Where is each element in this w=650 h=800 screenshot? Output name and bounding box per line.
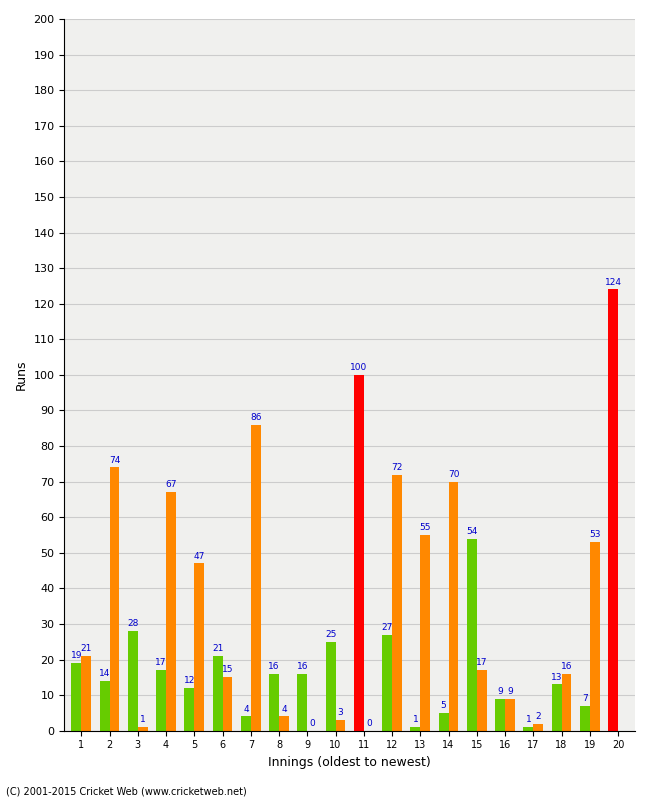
Text: 72: 72 <box>391 462 403 472</box>
Bar <box>533 724 543 730</box>
Bar <box>138 727 148 730</box>
Text: 7: 7 <box>582 694 588 703</box>
Text: 4: 4 <box>281 705 287 714</box>
Text: 5: 5 <box>441 701 447 710</box>
Bar <box>166 492 176 730</box>
Text: 25: 25 <box>325 630 336 639</box>
Text: 53: 53 <box>589 530 601 539</box>
Bar <box>222 678 233 730</box>
Text: 17: 17 <box>476 658 488 667</box>
Text: 1: 1 <box>525 715 531 724</box>
Text: 86: 86 <box>250 413 261 422</box>
Text: 16: 16 <box>268 662 280 671</box>
Text: 55: 55 <box>419 523 431 532</box>
Bar <box>421 535 430 730</box>
Bar <box>279 717 289 730</box>
Bar <box>269 674 279 730</box>
Bar <box>354 375 364 730</box>
Text: 54: 54 <box>466 526 478 536</box>
Bar <box>335 720 345 730</box>
Text: 28: 28 <box>127 619 138 628</box>
Text: 3: 3 <box>337 708 343 717</box>
Text: 16: 16 <box>296 662 308 671</box>
Bar <box>477 670 487 730</box>
Bar <box>81 656 91 730</box>
Text: 1: 1 <box>413 715 418 724</box>
Text: 124: 124 <box>604 278 621 286</box>
Bar <box>608 290 618 730</box>
Bar <box>99 681 110 730</box>
Bar <box>72 663 81 730</box>
Text: 2: 2 <box>536 712 541 721</box>
Text: (C) 2001-2015 Cricket Web (www.cricketweb.net): (C) 2001-2015 Cricket Web (www.cricketwe… <box>6 786 247 796</box>
Text: 12: 12 <box>184 676 195 685</box>
Bar <box>392 474 402 730</box>
Bar <box>241 717 251 730</box>
Bar <box>467 538 477 730</box>
Text: 21: 21 <box>212 644 224 653</box>
Bar <box>382 634 392 730</box>
Bar <box>552 685 562 730</box>
Text: 47: 47 <box>194 552 205 561</box>
Bar <box>156 670 166 730</box>
Text: 17: 17 <box>155 658 167 667</box>
Text: 74: 74 <box>109 455 120 465</box>
Text: 9: 9 <box>507 687 513 696</box>
Text: 15: 15 <box>222 666 233 674</box>
Text: 16: 16 <box>561 662 572 671</box>
Text: 0: 0 <box>366 719 372 728</box>
Text: 1: 1 <box>140 715 146 724</box>
Bar <box>410 727 421 730</box>
Bar <box>326 642 335 730</box>
Bar <box>298 674 307 730</box>
Bar <box>128 631 138 730</box>
Bar <box>523 727 533 730</box>
Bar <box>505 698 515 730</box>
Text: 100: 100 <box>350 363 367 372</box>
Bar <box>110 467 120 730</box>
Text: 14: 14 <box>99 669 110 678</box>
Text: 21: 21 <box>81 644 92 653</box>
Bar <box>580 706 590 730</box>
Text: 0: 0 <box>309 719 315 728</box>
Text: 19: 19 <box>71 651 82 660</box>
X-axis label: Innings (oldest to newest): Innings (oldest to newest) <box>268 756 431 769</box>
Bar <box>439 713 448 730</box>
Text: 27: 27 <box>382 622 393 632</box>
Bar <box>590 542 600 730</box>
Text: 9: 9 <box>497 687 503 696</box>
Bar <box>213 656 222 730</box>
Bar <box>185 688 194 730</box>
Text: 4: 4 <box>243 705 249 714</box>
Text: 70: 70 <box>448 470 460 478</box>
Bar <box>448 482 458 730</box>
Text: 13: 13 <box>551 673 562 682</box>
Bar <box>251 425 261 730</box>
Bar <box>562 674 571 730</box>
Text: 67: 67 <box>165 481 177 490</box>
Bar <box>495 698 505 730</box>
Y-axis label: Runs: Runs <box>15 360 28 390</box>
Bar <box>194 563 204 730</box>
